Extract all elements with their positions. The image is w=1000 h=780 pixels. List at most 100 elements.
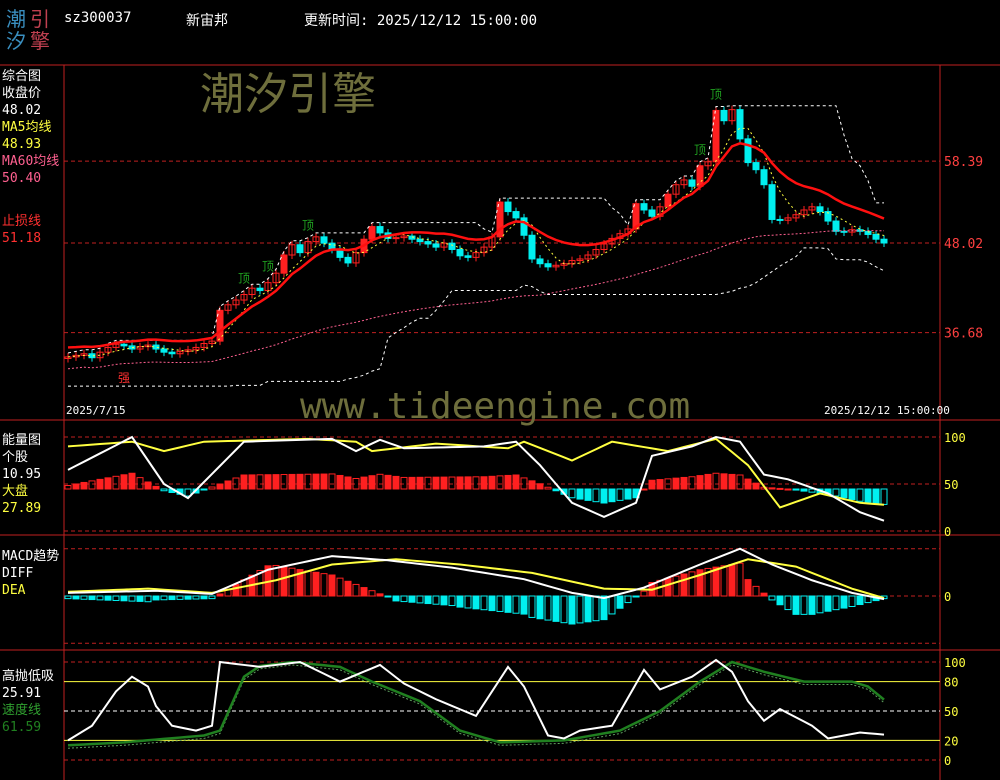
- logo: 潮引 汐擎: [6, 8, 50, 52]
- macd-bar: [368, 590, 376, 597]
- macd-bar: [296, 569, 304, 597]
- energy-bar: [184, 488, 192, 497]
- energy-bar: [744, 478, 752, 490]
- energy-bar: [752, 482, 760, 490]
- candle: [592, 248, 600, 256]
- macd-bar: [176, 595, 184, 600]
- macd-bar: [576, 595, 584, 624]
- macd-bar: [728, 564, 736, 597]
- energy-bar: [584, 488, 592, 501]
- macd-bar: [848, 595, 856, 607]
- energy-bar: [208, 486, 216, 490]
- candle: [304, 241, 312, 254]
- macd-bar: [840, 595, 848, 609]
- update-value: 2025/12/12 15:00:00: [376, 13, 538, 29]
- macd-bar: [768, 595, 776, 601]
- close-label: 收盘价: [2, 86, 42, 101]
- candle: [776, 218, 784, 221]
- macd-bar: [664, 577, 672, 597]
- energy-bar: [800, 488, 808, 492]
- energy-bar: [616, 488, 624, 501]
- energy-bar: [312, 473, 320, 490]
- hl-tick-label: 50: [944, 705, 958, 719]
- energy-bar: [512, 474, 520, 490]
- macd-bar: [536, 595, 544, 620]
- energy-bar: [528, 480, 536, 490]
- candle: [264, 282, 272, 292]
- update-label: 更新时间:: [304, 13, 369, 29]
- candle: [816, 206, 824, 213]
- energy-bar: [360, 476, 368, 490]
- candle: [648, 209, 656, 217]
- energy-tick-label: 0: [944, 525, 951, 539]
- energy-bar: [680, 476, 688, 490]
- candle: [536, 258, 544, 265]
- candle: [240, 294, 248, 301]
- candle: [872, 233, 880, 240]
- top-marker: 顶: [710, 87, 722, 101]
- resistance-line: [67, 105, 884, 354]
- macd-bar: [560, 595, 568, 624]
- candle: [120, 343, 128, 347]
- macd-bar: [96, 595, 104, 601]
- macd-bar: [88, 595, 96, 601]
- candle: [520, 217, 528, 236]
- macd-bar: [584, 595, 592, 623]
- macd-bar: [592, 595, 600, 622]
- update-time: 更新时间: 2025/12/12 15:00:00: [304, 10, 537, 30]
- candle: [464, 255, 472, 258]
- candle: [576, 258, 584, 262]
- macd-bar: [824, 595, 832, 612]
- energy-bar: [808, 488, 816, 493]
- energy-bar: [80, 481, 88, 490]
- stock-name: 新宙邦: [186, 13, 228, 29]
- candle: [792, 214, 800, 219]
- macd-bar: [72, 595, 80, 600]
- macd-bar: [512, 595, 520, 614]
- ma60-line: [67, 230, 885, 370]
- macd-legend: MACD趋势 DIFF DEA: [2, 548, 59, 599]
- candle: [112, 343, 120, 348]
- macd-bar: [552, 595, 560, 622]
- energy-bar: [104, 477, 112, 490]
- candle: [664, 193, 672, 208]
- macd-bar: [736, 562, 744, 597]
- candle: [456, 248, 464, 257]
- energy-bar: [216, 483, 224, 490]
- candle: [416, 238, 424, 243]
- macd-bar: [528, 595, 536, 618]
- logo-char: 潮: [6, 7, 26, 31]
- hl-value: 25.91: [2, 686, 42, 701]
- energy-bar: [440, 476, 448, 490]
- candle: [432, 243, 440, 248]
- energy-bar: [456, 476, 464, 490]
- energy-bar: [464, 476, 472, 490]
- hl-line: [67, 658, 885, 742]
- energy-bar: [840, 488, 848, 499]
- speed-value: 61.59: [2, 720, 42, 735]
- energy-bar: [776, 487, 784, 490]
- macd-bar: [232, 584, 240, 597]
- energy-bar: [336, 474, 344, 490]
- energy-bar: [248, 474, 256, 490]
- panel-title: 高抛低吸: [2, 669, 55, 684]
- energy-bar: [296, 473, 304, 490]
- candle: [632, 203, 640, 230]
- hl-tick-label: 100: [944, 656, 966, 670]
- energy-bar: [728, 473, 736, 490]
- energy-bar: [200, 488, 208, 491]
- energy-bar: [832, 488, 840, 497]
- macd-bar: [568, 595, 576, 625]
- energy-bar: [688, 476, 696, 490]
- candle: [208, 340, 216, 344]
- macd-bar: [800, 595, 808, 615]
- energy-bar: [448, 476, 456, 490]
- energy-bar: [736, 474, 744, 490]
- speed-signal-line: [67, 664, 885, 749]
- candle: [720, 109, 728, 122]
- energy-bar: [416, 476, 424, 490]
- ma60-label: MA60均线: [2, 154, 60, 169]
- energy-bar: [352, 478, 360, 490]
- macd-bar: [600, 595, 608, 621]
- energy-bar: [384, 474, 392, 490]
